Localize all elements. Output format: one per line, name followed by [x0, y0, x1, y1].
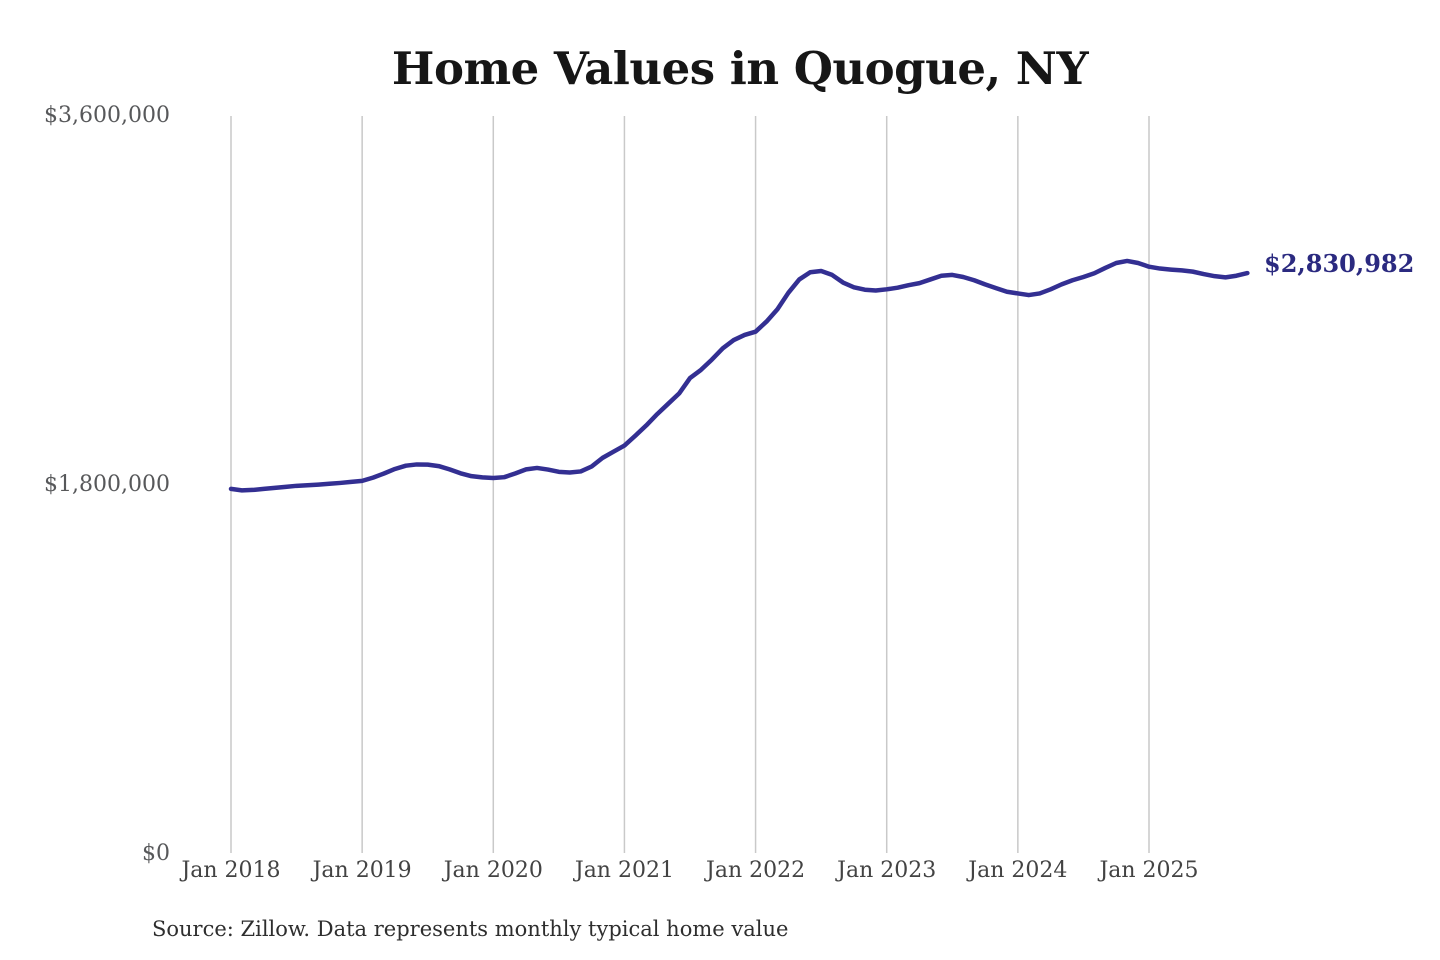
x-tick-label-jan-2018: Jan 2018 — [181, 858, 281, 883]
home-value-line — [228, 258, 1250, 493]
x-tick-label-jan-2021: Jan 2021 — [574, 858, 674, 883]
x-tick-label-jan-2019: Jan 2019 — [312, 858, 412, 883]
source-note: Source: Zillow. Data represents monthly … — [152, 917, 789, 941]
x-tick-label-jan-2020: Jan 2020 — [443, 858, 543, 883]
x-tick-label-jan-2022: Jan 2022 — [706, 858, 806, 883]
x-tick-label-jan-2024: Jan 2024 — [968, 858, 1068, 883]
y-tick-label-top: $3,600,000 — [44, 103, 170, 128]
y-tick-label-mid: $1,800,000 — [44, 472, 170, 497]
chart-title: Home Values in Quogue, NY — [391, 42, 1089, 95]
latest-value-label: $2,830,982 — [1264, 249, 1415, 278]
x-tick-label-jan-2025: Jan 2025 — [1099, 858, 1199, 883]
x-tick-label-jan-2023: Jan 2023 — [837, 858, 937, 883]
y-tick-label-zero: $0 — [142, 841, 170, 866]
